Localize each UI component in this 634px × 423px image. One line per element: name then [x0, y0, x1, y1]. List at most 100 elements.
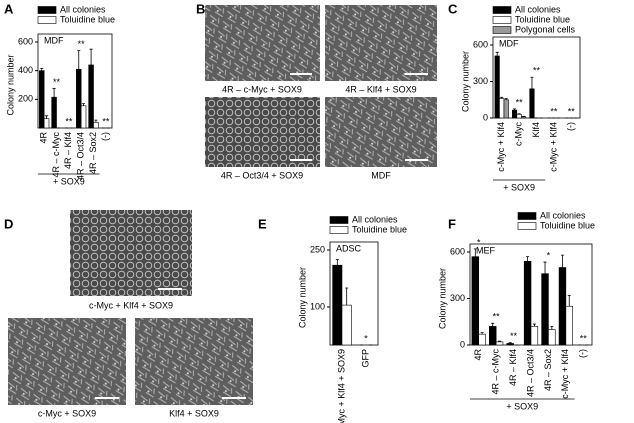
bar: [512, 109, 518, 119]
y-axis-label: Colony number: [297, 267, 307, 328]
bar: [516, 114, 522, 119]
error-bar: [567, 295, 571, 307]
y-tick-label: 200: [18, 94, 33, 104]
legend-label: Toluidine blue: [540, 220, 595, 230]
group-label: + SOX9: [53, 176, 85, 186]
caption: Klf4 + SOX9: [169, 408, 219, 418]
significance: **: [65, 116, 73, 126]
caption: c-Myc + Klf4 + SOX9: [89, 300, 173, 310]
error-bar: [52, 88, 56, 98]
error-bar: [550, 326, 554, 330]
legend-swatch: [37, 16, 57, 24]
error-bar: [480, 332, 484, 335]
subtitle: MEF: [476, 245, 496, 255]
bar: [478, 333, 486, 346]
error-bar: [532, 323, 536, 327]
y-tick-label: 100: [310, 301, 325, 311]
bar: [503, 99, 509, 119]
legend-swatch: [517, 222, 537, 230]
x-tick-label: GFP: [360, 349, 370, 368]
micrograph: [70, 210, 192, 296]
plot-frame: [37, 33, 113, 129]
micrographs-d: c-Myc + Klf4 + SOX9 c-Myc + SOX9 Klf4 + …: [8, 210, 253, 418]
panel-label: C: [448, 1, 458, 16]
x-tick-label: 4R – Sox2: [543, 349, 553, 391]
bar: [76, 68, 82, 129]
micrograph: [205, 97, 320, 167]
micrograph: [205, 5, 320, 81]
y-tick-label: 300: [473, 76, 488, 86]
subtitle: MDF: [499, 38, 519, 48]
legend-label: Toluidine blue: [515, 14, 570, 24]
bar: [558, 267, 567, 346]
y-tick-label: 600: [473, 39, 488, 49]
x-tick-label: 4R – Sox2: [88, 132, 98, 174]
error-bar: [495, 51, 499, 56]
bar: [43, 118, 50, 129]
legend-swatch: [329, 226, 349, 234]
bar: [489, 326, 497, 346]
bar: [39, 70, 45, 129]
error-bar: [508, 342, 512, 344]
x-tick-label: 4R – Klf4: [508, 349, 518, 386]
error-bar: [517, 113, 521, 115]
caption: 4R – Oct3/4 + SOX9: [221, 170, 303, 180]
error-bar: [491, 322, 495, 327]
group-label: + SOX9: [506, 401, 538, 411]
micrograph: [325, 97, 437, 167]
legend-label: Toluidine blue: [60, 14, 115, 24]
caption: c-Myc + SOX9: [38, 408, 96, 418]
bar: [88, 64, 94, 129]
significance: **: [493, 312, 501, 322]
significance: **: [568, 106, 576, 116]
bar: [541, 273, 549, 346]
significance: *: [477, 237, 481, 247]
x-tick-label: 4R: [473, 349, 483, 361]
caption: MDF: [371, 170, 391, 180]
x-tick-label: 4R – Klf4: [63, 132, 73, 169]
y-tick-label: 250: [310, 244, 325, 254]
x-tick-label: (-): [100, 132, 110, 141]
panel-label: A: [4, 1, 14, 16]
bar: [471, 256, 480, 346]
error-bar: [94, 119, 98, 123]
bar: [80, 105, 87, 129]
legend-swatch: [329, 216, 349, 224]
x-tick-label: 4R: [39, 132, 49, 144]
bar: [523, 260, 532, 346]
error-bar: [40, 68, 44, 71]
error-bar: [335, 259, 339, 266]
error-bar: [530, 76, 534, 89]
legend-label: All colonies: [515, 4, 561, 14]
legend-label: All colonies: [540, 210, 586, 220]
bar: [332, 264, 343, 346]
y-tick-label: 0: [460, 339, 465, 349]
significance: **: [510, 331, 518, 341]
legend-swatch: [492, 16, 512, 24]
legend-label: All colonies: [60, 4, 106, 14]
error-bar: [560, 254, 564, 268]
bar: [499, 98, 505, 119]
caption: 4R – c-Myc + SOX9: [222, 84, 302, 94]
y-tick-label: 400: [18, 65, 33, 75]
x-tick-label: c-Myc + Klf4 + SOX9: [336, 349, 346, 423]
x-tick-label: Klf4: [531, 122, 541, 138]
error-bar: [500, 96, 504, 99]
significance: **: [102, 116, 110, 126]
legend-swatch: [517, 212, 537, 220]
bar: [530, 326, 539, 346]
error-bar: [513, 108, 517, 111]
panel-label: F: [448, 216, 456, 231]
error-bar: [82, 103, 86, 106]
micrograph: [325, 5, 437, 81]
y-axis-label: Colony number: [460, 51, 470, 112]
error-bar: [345, 287, 349, 306]
y-axis-label: Colony number: [437, 268, 447, 329]
caption: 4R – Klf4 + SOX9: [345, 84, 416, 94]
bar: [548, 329, 556, 346]
x-tick-label: 4R – c-Myc: [491, 349, 501, 395]
error-bar: [45, 115, 49, 119]
legend-swatch: [492, 26, 512, 34]
y-axis-label: Colony number: [5, 54, 15, 115]
error-bar: [543, 261, 547, 274]
